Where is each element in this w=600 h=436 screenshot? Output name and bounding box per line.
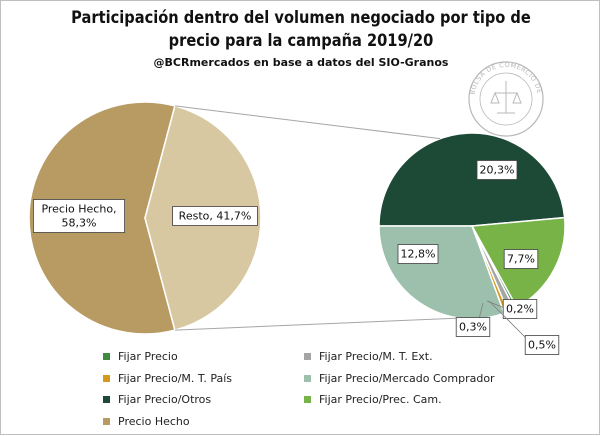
legend-swatch <box>103 375 110 382</box>
label-fijar-precio-prec-cam-text: 7,7% <box>507 253 535 266</box>
legend-swatch <box>103 396 110 403</box>
legend-swatch <box>304 396 311 403</box>
label-fijar-precio-m-t-ext-text: 0,5% <box>528 339 556 352</box>
label-fijar-precio-otros-text: 20,3% <box>480 164 515 177</box>
label-fijar-precio-m-t-ext-box <box>524 335 560 355</box>
chart-legend: Fijar Precio Fijar Precio/M. T. Ext. Fij… <box>1 344 600 434</box>
label-fijar-precio-prec-cam: 7,7% <box>503 249 539 269</box>
label-precio-hecho: Precio Hecho,58,3% <box>33 199 125 233</box>
legend-item-fijar-precio-prec-cam: Fijar Precio/Prec. Cam. <box>304 393 442 406</box>
secondary-pie <box>378 132 566 320</box>
legend-item-fijar-precio-mt-pais: Fijar Precio/M. T. País <box>103 372 232 385</box>
label-fijar-precio-m-t-ext-leader <box>488 300 530 342</box>
seal-scales-icon <box>490 81 522 114</box>
label-precio-hecho-text: 58,3% <box>62 217 97 230</box>
legend-swatch <box>103 418 110 425</box>
label-fijar-precio-box <box>502 299 538 319</box>
legend-label: Fijar Precio/Otros <box>118 393 212 406</box>
seal-ring-outer <box>468 61 544 137</box>
legend-item-fijar-precio-otros: Fijar Precio/Otros <box>103 393 211 406</box>
legend-label: Fijar Precio/Prec. Cam. <box>319 393 442 406</box>
legend-label: Fijar Precio/M. T. Ext. <box>319 350 433 363</box>
label-fijar-precio-text: 0,2% <box>506 303 534 316</box>
chart-subtitle: @BCRmercados en base a datos del SIO-Gra… <box>153 56 449 69</box>
seal-text: BOLSA DE COMERCIO DE ROSARIO <box>1 1 544 97</box>
legend-label: Fijar Precio/M. T. País <box>118 372 232 385</box>
legend-swatch <box>304 353 311 360</box>
legend-label: Fijar Precio/Mercado Comprador <box>319 372 495 385</box>
seal-ring-inner <box>479 72 533 126</box>
label-fijar-precio-m-t-pais: 0,3% <box>455 302 491 337</box>
slice-fijar-precio-otros <box>378 132 566 227</box>
label-fijar-precio-m-t-pais-leader <box>478 302 484 320</box>
label-precio-hecho-box <box>33 199 125 233</box>
chart-title: Participación dentro del volumen negocia… <box>43 7 559 53</box>
connector-line-bottom <box>174 317 460 331</box>
label-precio-hecho-text: Precio Hecho, <box>41 203 116 216</box>
legend-label: Precio Hecho <box>118 415 190 428</box>
label-resto-text: Resto, 41,7% <box>179 210 252 223</box>
label-fijar-precio-mercado-comprador-text: 12,8% <box>401 248 436 261</box>
label-fijar-precio-prec-cam-box <box>503 249 539 269</box>
legend-swatch <box>304 375 311 382</box>
legend-swatch <box>103 353 110 360</box>
connector-line-top <box>174 105 441 140</box>
legend-item-fijar-precio: Fijar Precio <box>103 350 178 363</box>
label-resto-box <box>172 206 258 226</box>
legend-item-precio-hecho: Precio Hecho <box>103 415 190 428</box>
label-fijar-precio-m-t-pais-text: 0,3% <box>459 321 487 334</box>
chart-title-line-1: Participación dentro del volumen negocia… <box>71 8 531 28</box>
label-fijar-precio-otros: 20,3% <box>476 160 518 180</box>
label-resto: Resto, 41,7% <box>172 206 258 226</box>
legend-item-fijar-precio-mercado-comprador: Fijar Precio/Mercado Comprador <box>304 372 495 385</box>
label-fijar-precio-m-t-pais-box <box>455 317 491 337</box>
label-fijar-precio: 0,2% <box>486 299 538 319</box>
label-fijar-precio-mercado-comprador: 12,8% <box>397 244 439 264</box>
label-fijar-precio-m-t-ext: 0,5% <box>488 300 560 355</box>
legend-item-fijar-precio-mt-ext: Fijar Precio/M. T. Ext. <box>304 350 433 363</box>
seal-logo: BOLSA DE COMERCIO DE ROSARIO <box>1 1 544 137</box>
chart-title-line-2: precio para la campaña 2019/20 <box>168 31 434 51</box>
legend-label: Fijar Precio <box>118 350 178 363</box>
label-fijar-precio-mercado-comprador-box <box>397 244 439 264</box>
label-fijar-precio-otros-box <box>476 160 518 180</box>
